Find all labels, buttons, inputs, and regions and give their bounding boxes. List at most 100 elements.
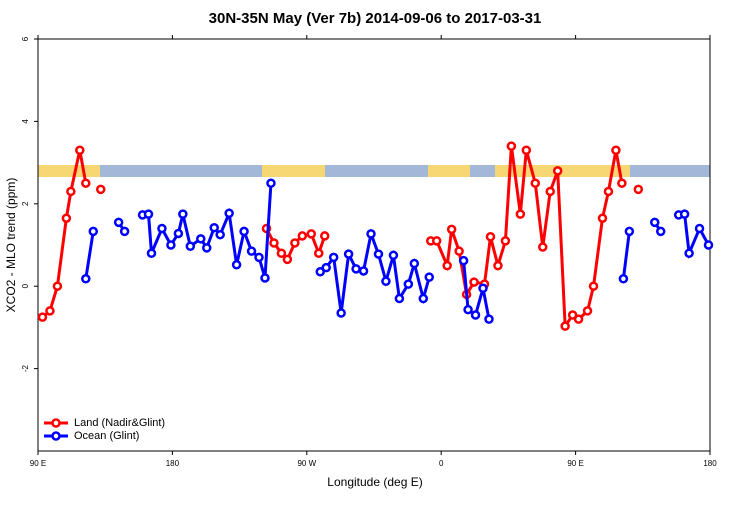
data-point <box>515 209 526 219</box>
y-tick-label: -2 <box>21 364 30 372</box>
legend-label: Ocean (Glint) <box>74 430 139 442</box>
data-point <box>446 224 457 235</box>
y-tick-label: 0 <box>21 283 30 288</box>
x-tick-label: 180 <box>166 459 180 468</box>
data-point <box>81 274 91 284</box>
legend-marker <box>51 418 61 428</box>
x-tick-label: 180 <box>703 459 717 468</box>
data-point <box>493 260 503 271</box>
data-point <box>37 312 48 322</box>
x-axis-label: Longitude (deg E) <box>327 475 422 489</box>
data-point <box>470 310 481 320</box>
data-point <box>328 252 339 263</box>
data-point <box>424 272 435 282</box>
land-ocean-strip <box>38 165 710 177</box>
data-point <box>231 260 242 270</box>
data-point <box>484 314 494 324</box>
land-strip <box>495 165 630 177</box>
legend-marker <box>51 431 61 441</box>
data-point <box>201 243 212 253</box>
data-point <box>588 281 599 291</box>
data-point <box>239 226 249 237</box>
data-point <box>224 208 234 219</box>
chart-title: 30N-35N May (Ver 7b) 2014-09-06 to 2017-… <box>209 10 542 27</box>
data-point <box>521 145 532 155</box>
data-point <box>469 277 479 287</box>
x-tick-label: 0 <box>439 459 444 468</box>
data-point <box>66 186 76 197</box>
data-point <box>560 321 570 331</box>
data-point <box>454 246 464 256</box>
data-point <box>366 229 376 239</box>
data-point <box>306 229 317 239</box>
data-point <box>315 267 325 277</box>
x-tick-label: 90 E <box>567 459 583 468</box>
data-point <box>75 145 85 155</box>
data-point <box>45 306 55 316</box>
data-point <box>119 226 130 237</box>
data-point <box>61 213 72 223</box>
data-point <box>649 217 660 228</box>
data-point <box>530 178 541 188</box>
data-point <box>485 232 496 242</box>
data-point <box>388 250 399 261</box>
data-point <box>215 229 225 240</box>
data-point <box>409 258 420 269</box>
data-point <box>196 234 206 244</box>
data-point <box>463 304 473 315</box>
data-point <box>166 240 176 250</box>
data-point <box>567 310 578 320</box>
data-point <box>394 293 405 304</box>
data-point <box>582 306 593 316</box>
data-point <box>418 293 429 304</box>
data-point <box>573 314 584 324</box>
data-point <box>597 213 608 223</box>
data-point <box>276 248 287 258</box>
data-point <box>297 231 308 241</box>
data-point <box>313 248 324 258</box>
data-point <box>282 254 293 265</box>
data-point <box>209 222 219 233</box>
data-point <box>269 238 279 248</box>
data-point <box>157 223 167 234</box>
data-point <box>113 217 124 228</box>
data-point <box>343 249 354 259</box>
data-point <box>442 260 452 271</box>
data-point <box>500 236 511 246</box>
land-strip <box>428 165 470 177</box>
data-point <box>552 166 563 176</box>
data-point <box>254 252 264 263</box>
data-point <box>679 209 690 219</box>
y-tick-label: 6 <box>21 36 30 41</box>
data-point <box>655 226 666 237</box>
data-point <box>146 248 157 258</box>
data-point <box>81 178 91 188</box>
data-point <box>633 184 644 195</box>
data-point <box>611 145 621 155</box>
data-point <box>173 228 184 239</box>
data-point <box>290 238 300 248</box>
data-point <box>458 255 469 266</box>
legend-label: Land (Nadir&Glint) <box>74 417 165 429</box>
data-point <box>260 273 270 283</box>
land-strip <box>262 165 325 177</box>
y-tick-label: 2 <box>21 201 30 206</box>
data-point <box>624 226 635 237</box>
data-point <box>266 178 276 188</box>
data-point <box>684 248 694 258</box>
data-point <box>694 223 705 234</box>
data-point <box>373 249 384 259</box>
data-point <box>381 276 391 287</box>
land-strip <box>38 165 100 177</box>
data-point <box>319 231 330 241</box>
data-point <box>478 283 488 294</box>
data-point <box>506 141 517 151</box>
data-point <box>617 178 627 188</box>
x-tick-label: 90 E <box>30 459 46 468</box>
data-point <box>185 241 196 251</box>
y-tick-label: 4 <box>21 119 30 124</box>
y-axis-label: XCO2 - MLO trend (ppm) <box>4 178 18 313</box>
data-point <box>88 226 99 237</box>
data-point <box>351 264 361 274</box>
